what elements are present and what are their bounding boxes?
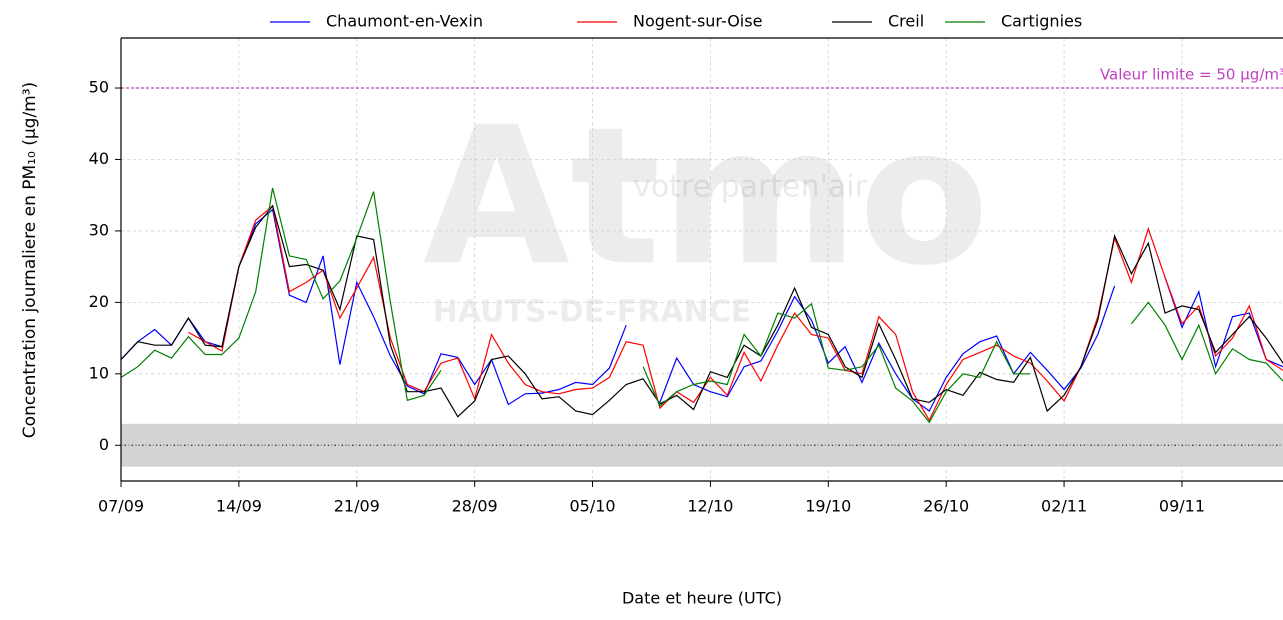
series-line <box>120 204 1283 418</box>
y-tick-label: 30 <box>89 220 109 239</box>
x-tick-label: 19/10 <box>805 497 851 516</box>
legend-label: Creil <box>888 12 924 31</box>
legend-label: Nogent-sur-Oise <box>633 12 762 31</box>
watermark-region: HAUTS-DE-FRANCE <box>433 295 752 330</box>
y-tick-label: 40 <box>89 149 109 168</box>
y-tick-label: 0 <box>99 435 109 454</box>
y-tick-label: 20 <box>89 292 109 311</box>
x-tick-label: 05/10 <box>569 497 615 516</box>
y-tick-label: 50 <box>89 78 109 97</box>
x-tick-label: 28/09 <box>452 497 498 516</box>
legend-label: Chaumont-en-Vexin <box>326 12 483 31</box>
x-tick-label: 21/09 <box>334 497 380 516</box>
watermark-logo: Atmo <box>423 86 989 307</box>
x-tick-label: 09/11 <box>1159 497 1205 516</box>
legend-label: Cartignies <box>1001 12 1082 31</box>
x-axis-label: Date et heure (UTC) <box>622 589 782 608</box>
series-line <box>120 187 1283 424</box>
x-tick-label: 12/10 <box>687 497 733 516</box>
y-tick-label: 10 <box>89 363 109 382</box>
x-tick-label: 14/09 <box>216 497 262 516</box>
y-axis-label: Concentration journaliere en PM₁₀ (µg/m³… <box>20 82 40 438</box>
watermark-tagline: votre parten'air <box>633 170 867 205</box>
limit-label: Valeur limite = 50 µg/m³ <box>1100 66 1283 84</box>
x-tick-label: 26/10 <box>923 497 969 516</box>
x-tick-label: 07/09 <box>98 497 144 516</box>
x-tick-label: 02/11 <box>1041 497 1087 516</box>
